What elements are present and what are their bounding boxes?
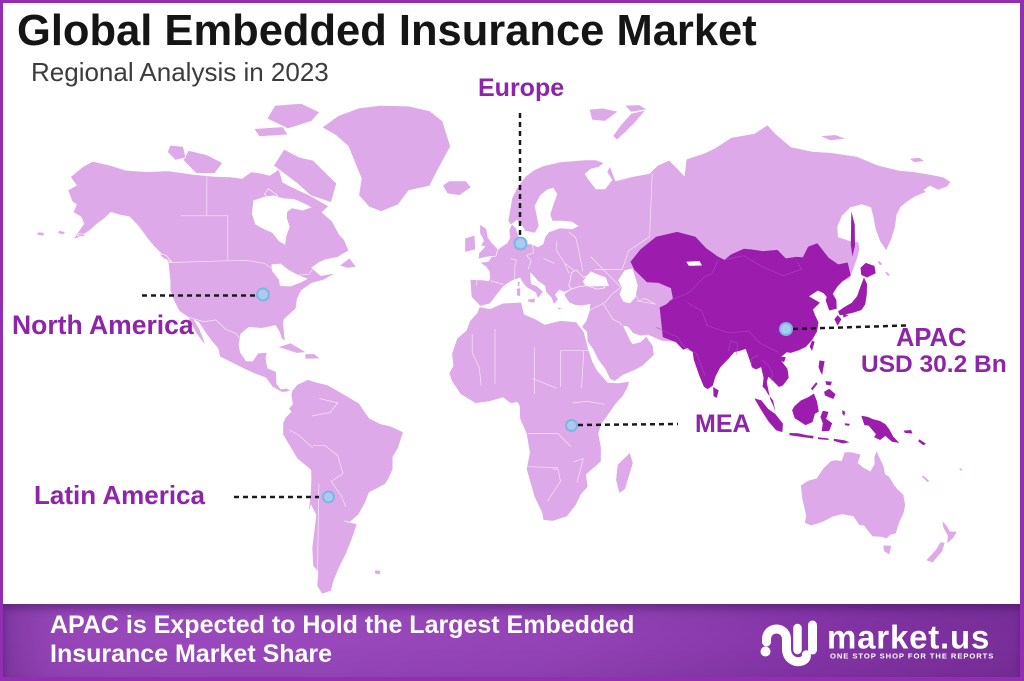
svg-text:ONE STOP SHOP FOR THE REPORTS: ONE STOP SHOP FOR THE REPORTS <box>830 652 994 661</box>
svg-text:market.us: market.us <box>827 619 990 656</box>
